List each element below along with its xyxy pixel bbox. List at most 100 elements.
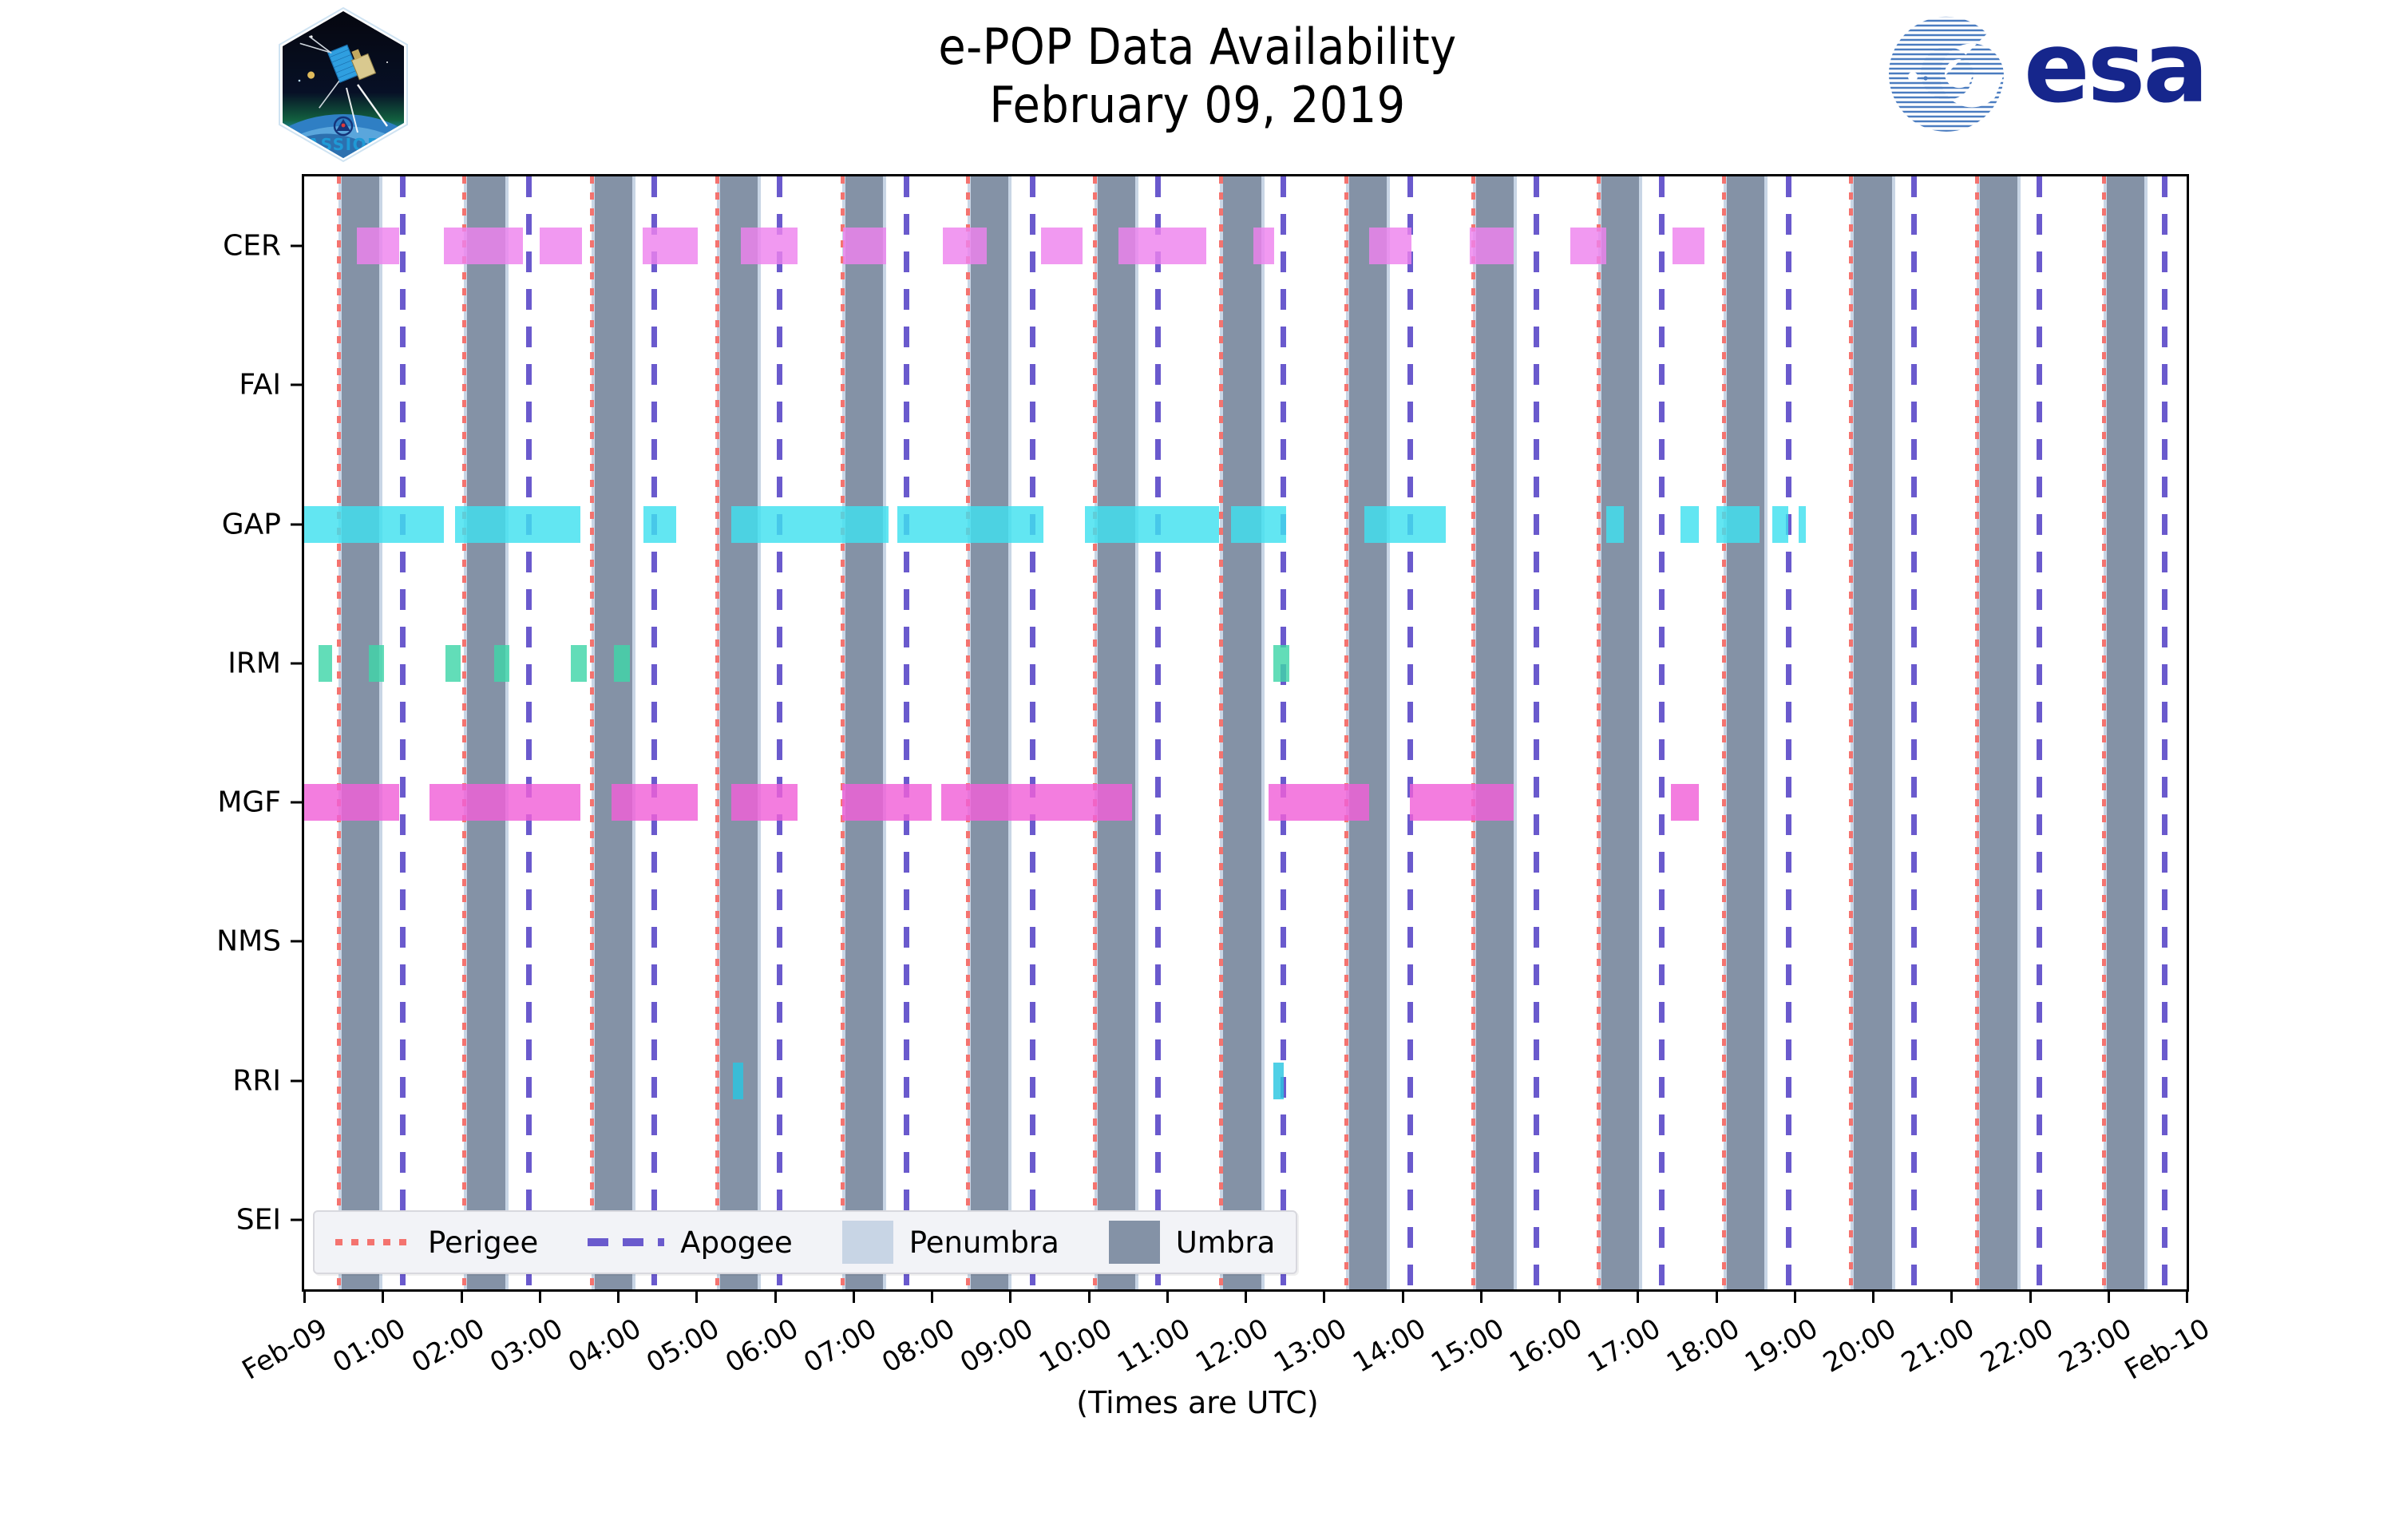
availability-bar-mgf	[731, 784, 798, 821]
availability-bar-gap	[731, 505, 889, 543]
x-tick-mark	[1950, 1292, 1954, 1303]
perigee-line	[966, 176, 971, 1289]
availability-bar-gap	[1772, 505, 1788, 543]
page-header: CASSIOPE e-POP Data Availability Februar…	[0, 0, 2395, 172]
availability-bar-gap	[304, 505, 444, 543]
availability-bar-cer	[539, 228, 582, 265]
availability-bar-cer	[1469, 228, 1514, 265]
x-tick-mark	[774, 1292, 777, 1303]
umbra-band	[467, 176, 505, 1289]
esa-agency-logo: esa	[1884, 14, 2235, 134]
title-line-1: e-POP Data Availability	[938, 18, 1457, 76]
availability-bar-cer	[443, 228, 524, 265]
y-tick-label-nms: NMS	[216, 924, 281, 958]
perigee-line	[589, 176, 594, 1289]
perigee-line	[1218, 176, 1223, 1289]
y-tick-mark	[291, 940, 302, 943]
apogee-line	[903, 176, 909, 1289]
availability-bar-cer	[1253, 228, 1275, 265]
y-tick-mark	[291, 662, 302, 665]
legend-label: Perigee	[428, 1225, 539, 1260]
perigee-line	[1093, 176, 1098, 1289]
apogee-line	[1533, 176, 1539, 1289]
umbra-band	[719, 176, 758, 1289]
availability-bar-mgf	[304, 784, 399, 821]
availability-bar-irm	[614, 644, 630, 682]
umbra-band	[2106, 176, 2144, 1289]
page-title: e-POP Data Availability February 09, 201…	[718, 18, 1676, 134]
availability-bar-mgf	[1670, 784, 1699, 821]
availability-bar-cer	[1118, 228, 1206, 265]
legend-label: Umbra	[1175, 1225, 1276, 1260]
apogee-line	[1154, 176, 1161, 1289]
legend-label: Apogee	[680, 1225, 793, 1260]
availability-bar-mgf	[1410, 784, 1514, 821]
y-tick-mark	[291, 523, 302, 526]
availability-bar-irm	[445, 644, 461, 682]
y-tick-label-cer: CER	[223, 229, 281, 263]
availability-bar-rri	[1273, 1062, 1285, 1099]
availability-bar-cer	[1369, 228, 1412, 265]
x-tick-mark	[2107, 1292, 2110, 1303]
y-tick-label-rri: RRI	[232, 1064, 281, 1098]
perigee-line	[1974, 176, 1979, 1289]
perigee-line	[1722, 176, 1727, 1289]
umbra-patch-swatch	[1108, 1221, 1160, 1264]
umbra-band	[1098, 176, 1136, 1289]
umbra-band	[342, 176, 380, 1289]
availability-bar-gap	[1716, 505, 1760, 543]
x-tick-mark	[852, 1292, 855, 1303]
cassiope-mission-logo: CASSIOPE	[263, 5, 423, 164]
legend-item-apogee[interactable]: Apogee	[588, 1225, 793, 1260]
umbra-band	[1854, 176, 1892, 1289]
availability-bar-mgf	[612, 784, 699, 821]
apogee-line	[1658, 176, 1665, 1289]
x-tick-mark	[1401, 1292, 1404, 1303]
umbra-band	[1727, 176, 1765, 1289]
x-tick-mark	[1637, 1292, 1640, 1303]
availability-bar-cer	[1040, 228, 1083, 265]
availability-bar-mgf	[1269, 784, 1370, 821]
apogee-line	[399, 176, 406, 1289]
apogee-line	[2162, 176, 2168, 1289]
availability-bar-gap	[1680, 505, 1699, 543]
x-tick-mark	[1245, 1292, 1247, 1303]
x-tick-mark	[617, 1292, 620, 1303]
perigee-line	[840, 176, 845, 1289]
perigee-line	[1597, 176, 1601, 1289]
y-tick-mark	[291, 801, 302, 804]
availability-bar-irm	[1273, 644, 1289, 682]
x-tick-mark	[1715, 1292, 1718, 1303]
x-tick-mark	[2186, 1292, 2188, 1303]
x-tick-mark	[1166, 1292, 1169, 1303]
y-tick-label-mgf: MGF	[217, 786, 281, 819]
legend-item-perigee[interactable]: Perigee	[335, 1225, 538, 1260]
availability-bar-irm	[368, 644, 385, 682]
title-line-2: February 09, 2019	[989, 76, 1406, 135]
apogee-line	[1281, 176, 1287, 1289]
x-tick-mark	[2029, 1292, 2032, 1303]
umbra-band	[1223, 176, 1261, 1289]
penumbra-patch-swatch	[841, 1221, 893, 1264]
legend-item-umbra[interactable]: Umbra	[1108, 1221, 1276, 1264]
x-tick-mark	[1558, 1292, 1561, 1303]
cassiope-logo-caption: CASSIOPE	[295, 135, 393, 154]
apogee-line	[525, 176, 532, 1289]
perigee-line	[1849, 176, 1854, 1289]
availability-bar-gap	[643, 505, 676, 543]
perigee-line	[1471, 176, 1475, 1289]
umbra-band	[1601, 176, 1640, 1289]
x-tick-mark	[931, 1292, 933, 1303]
y-tick-label-sei: SEI	[236, 1203, 281, 1237]
availability-bar-cer	[942, 228, 987, 265]
perigee-dotted-swatch	[335, 1239, 412, 1245]
y-tick-label-irm: IRM	[228, 647, 281, 680]
x-tick-mark	[1323, 1292, 1326, 1303]
legend-item-penumbra[interactable]: Penumbra	[841, 1221, 1059, 1264]
umbra-band	[594, 176, 632, 1289]
umbra-band	[971, 176, 1009, 1289]
availability-bar-cer	[1570, 228, 1606, 265]
x-tick-mark	[538, 1292, 541, 1303]
availability-bar-rri	[733, 1062, 744, 1099]
x-tick-mark	[382, 1292, 385, 1303]
